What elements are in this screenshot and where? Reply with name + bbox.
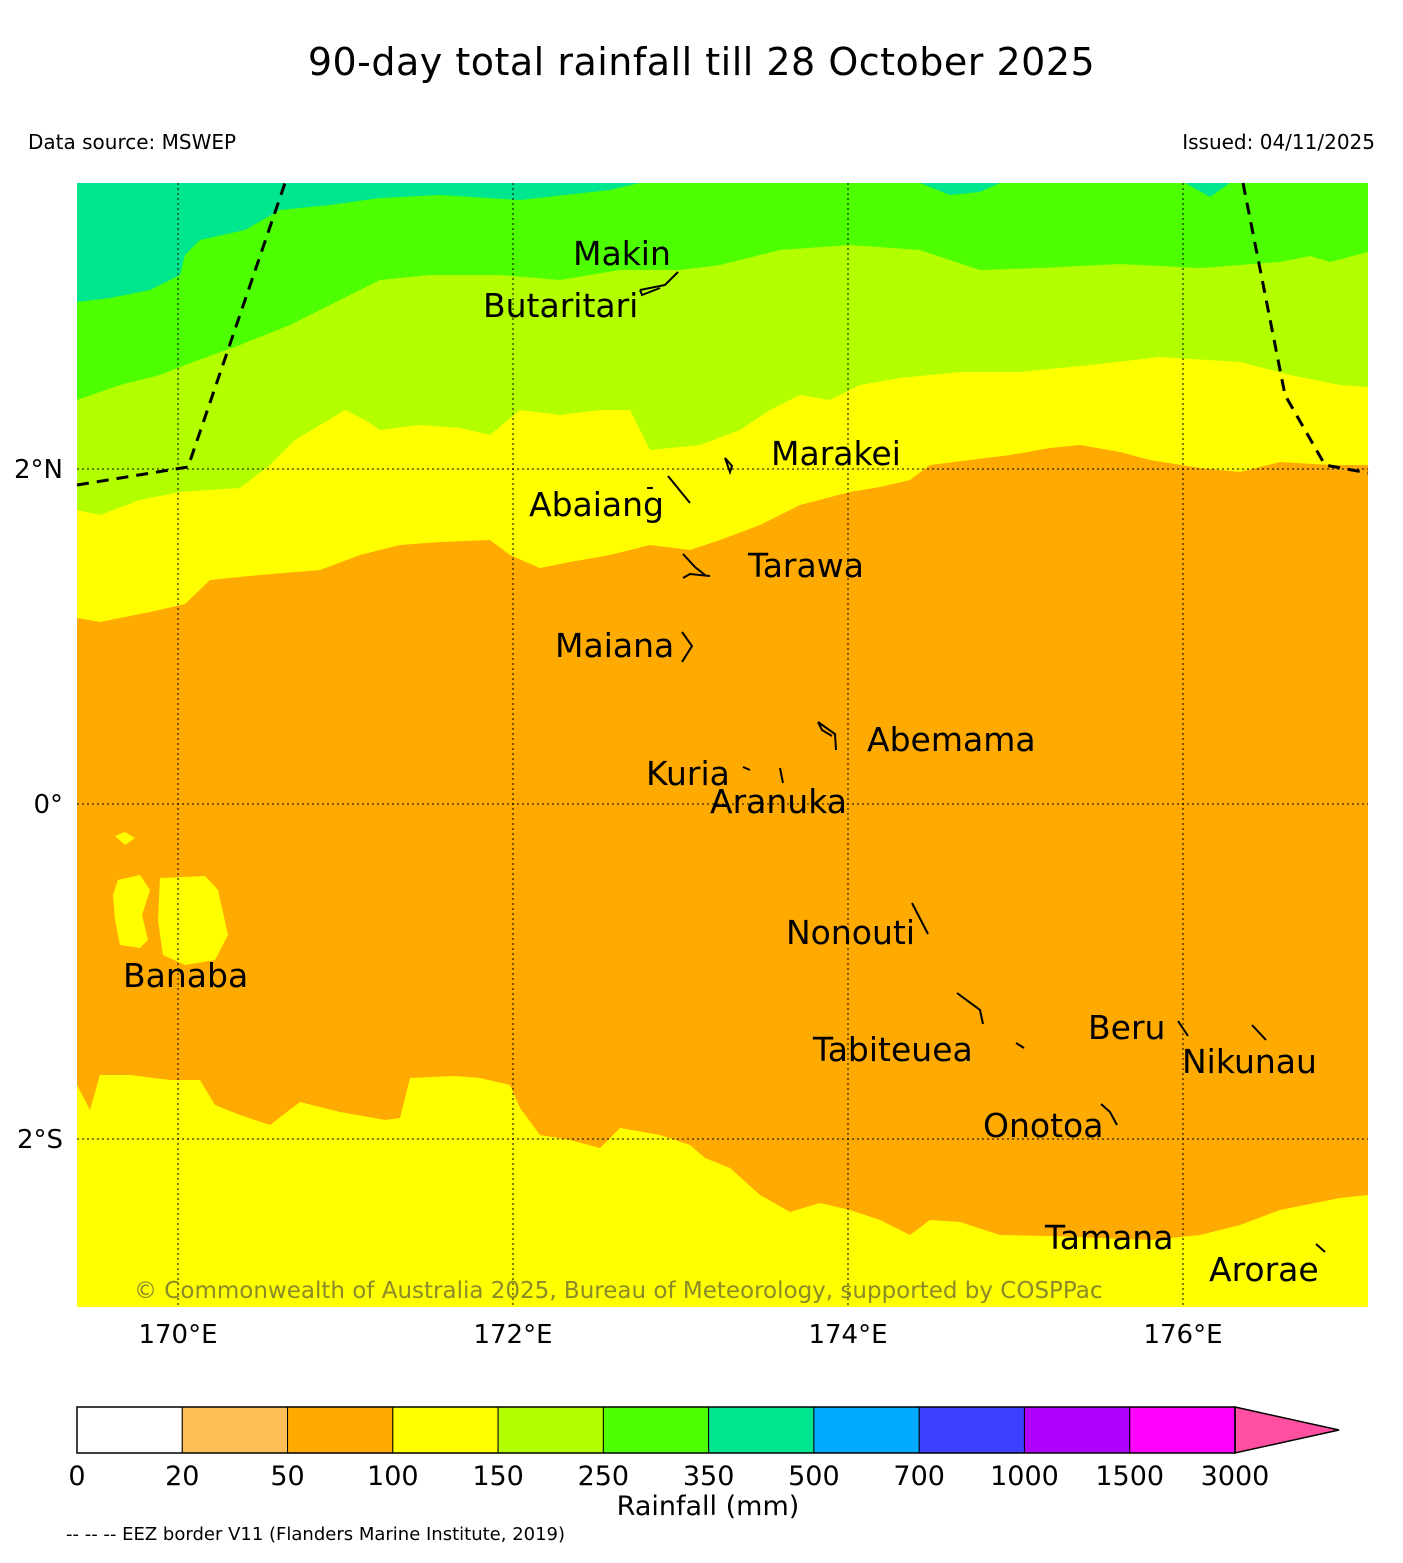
- colorbar-tick-label: 3000: [1201, 1461, 1270, 1492]
- island-label: Abaiang: [529, 485, 664, 524]
- island-label: Tabiteuea: [812, 1030, 973, 1069]
- lon-tick-label: 174°E: [808, 1320, 887, 1350]
- colorbar-tick-label: 1000: [990, 1461, 1059, 1492]
- colorbar-segment: [287, 1406, 394, 1454]
- colorbar-extend-arrow: [1234, 1406, 1340, 1454]
- island-label: Nonouti: [786, 913, 915, 952]
- colorbar-tick-label: 1500: [1095, 1461, 1164, 1492]
- colorbar-segment: [918, 1406, 1025, 1454]
- lon-tick-label: 176°E: [1143, 1320, 1222, 1350]
- island-label: Kuria: [646, 754, 730, 793]
- colorbar-outline: [76, 1406, 1236, 1454]
- island-label: Nikunau: [1182, 1042, 1317, 1081]
- colorbar-segment: [602, 1406, 710, 1454]
- colorbar-tick-label: 150: [472, 1461, 524, 1492]
- island-label: Maiana: [555, 626, 674, 665]
- lat-tick-label: 2°S: [17, 1125, 63, 1155]
- island-label: Aranuka: [710, 782, 847, 821]
- copyright-notice: © Commonwealth of Australia 2025, Bureau…: [134, 1278, 1103, 1304]
- lon-tick-label: 170°E: [138, 1320, 217, 1350]
- colorbar-tick-label: 500: [788, 1461, 840, 1492]
- map-gridlines: [77, 183, 1368, 1307]
- band-50-100: [77, 445, 1368, 1240]
- colorbar-tick-label: 100: [367, 1461, 419, 1492]
- colorbar-segment: [813, 1406, 920, 1454]
- island-label: Marakei: [771, 434, 901, 473]
- colorbar-tick-label: 250: [578, 1461, 630, 1492]
- colorbar-label: Rainfall (mm): [617, 1491, 800, 1522]
- island-label: Makin: [573, 234, 671, 273]
- colorbar-tick-label: 0: [68, 1461, 85, 1492]
- colorbar-segment: [708, 1406, 815, 1454]
- lon-tick-label: 172°E: [473, 1320, 552, 1350]
- colorbar-segment: [76, 1406, 183, 1454]
- lat-tick-label: 0°: [33, 790, 63, 820]
- colorbar-segment: [497, 1406, 604, 1454]
- data-source-label: Data source: MSWEP: [28, 130, 237, 154]
- island-outlines: [639, 271, 1326, 1253]
- island-label: Tarawa: [747, 546, 864, 585]
- island-label: Tamana: [1044, 1218, 1173, 1257]
- issued-date-label: Issued: 04/11/2025: [1182, 130, 1375, 154]
- colorbar-tick-label: 20: [165, 1461, 199, 1492]
- colorbar-segment: [392, 1406, 499, 1454]
- island-label: Butaritari: [483, 286, 638, 325]
- colorbar-segment: [181, 1406, 289, 1454]
- island-label: Abemama: [867, 720, 1036, 759]
- island-label: Onotoa: [983, 1106, 1103, 1145]
- map-title: 90-day total rainfall till 28 October 20…: [307, 40, 1096, 84]
- rainfall-contours: [77, 183, 1368, 1307]
- eez-legend-note: -- -- -- EEZ border V11 (Flanders Marine…: [66, 1524, 566, 1545]
- band-350-500: [77, 183, 640, 302]
- lat-tick-label: 2°N: [14, 455, 63, 485]
- colorbar: 0 20 50 100 150 250 350 500 700 1000 1500 3000: [68, 1406, 1340, 1492]
- colorbar-tick-label: 50: [270, 1461, 304, 1492]
- eez-border: [76, 182, 1369, 487]
- island-label: Banaba: [123, 956, 248, 995]
- colorbar-segment: [1129, 1406, 1236, 1454]
- colorbar-tick-label: 700: [893, 1461, 945, 1492]
- island-label: Arorae: [1209, 1250, 1319, 1289]
- colorbar-tick-label: 350: [683, 1461, 735, 1492]
- colorbar-segment: [1023, 1406, 1131, 1454]
- island-label: Beru: [1088, 1008, 1165, 1047]
